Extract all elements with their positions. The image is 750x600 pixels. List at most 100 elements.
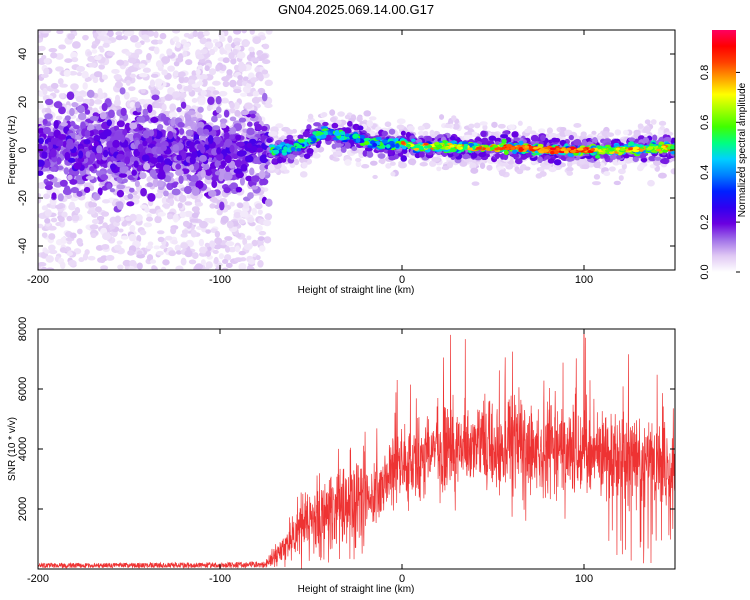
heatmap-cell	[175, 163, 182, 170]
heatmap-cell	[639, 153, 647, 159]
heatmap-cell	[165, 235, 173, 241]
heatmap-cell	[58, 106, 66, 115]
heatmap-cell	[179, 211, 186, 219]
heatmap-cell	[659, 125, 665, 131]
heatmap-cell	[130, 73, 137, 79]
heatmap-cell	[372, 174, 378, 180]
heatmap-cell	[366, 120, 374, 128]
heatmap-cell	[252, 90, 260, 97]
heatmap-cell	[172, 30, 181, 34]
heatmap-cell	[132, 198, 140, 205]
heatmap-cell	[234, 159, 242, 168]
heatmap-cell	[192, 30, 199, 38]
heatmap-cell	[138, 125, 144, 131]
heatmap-cell	[242, 76, 249, 81]
heatmap-cell	[142, 130, 151, 139]
heatmap-cell	[149, 79, 156, 88]
heatmap-cell	[189, 218, 199, 223]
heatmap-cell	[244, 102, 253, 110]
heatmap-cell	[51, 192, 57, 200]
heatmap-cell	[194, 263, 204, 270]
heatmap-cell	[268, 131, 278, 137]
heatmap-cell	[44, 218, 51, 224]
heatmap-cell	[188, 259, 197, 265]
heatmap-cell	[129, 101, 136, 108]
heatmap-cell	[247, 216, 255, 223]
heatmap-cell	[171, 239, 178, 245]
heatmap-cell	[209, 196, 218, 203]
heatmap-cell	[261, 92, 268, 102]
heatmap-cell	[400, 130, 406, 136]
heatmap-cell	[69, 232, 77, 239]
heatmap-cell	[61, 211, 68, 218]
heatmap-cell	[151, 94, 160, 101]
heatmap-cell	[236, 150, 246, 157]
heatmap-cell	[157, 236, 165, 243]
heatmap-cell	[216, 208, 223, 216]
heatmap-cell	[102, 149, 109, 158]
heatmap-cell	[642, 136, 650, 144]
heatmap-cell	[178, 71, 186, 78]
heatmap-cell	[125, 51, 132, 56]
heatmap-cell	[205, 250, 212, 257]
heatmap-cell	[153, 46, 160, 55]
heatmap-cell	[229, 107, 236, 114]
heatmap-cell	[38, 30, 42, 34]
heatmap-cell	[161, 56, 171, 64]
heatmap-cell	[58, 216, 65, 223]
heatmap-cell	[155, 162, 163, 169]
heatmap-cell	[82, 34, 89, 41]
heatmap-cell	[248, 259, 256, 265]
heatmap-cell	[86, 89, 95, 98]
heatmap-cell	[89, 115, 99, 121]
heatmap-cell	[160, 144, 167, 152]
heatmap-cell	[146, 216, 154, 222]
heatmap-cell	[142, 140, 148, 147]
heatmap-cell	[313, 147, 319, 153]
heatmap-cell	[196, 113, 203, 120]
heatmap-cell	[258, 73, 264, 82]
heatmap-cell	[306, 147, 314, 154]
heatmap-cell	[97, 88, 103, 96]
heatmap-cell	[113, 73, 122, 80]
heatmap-cell	[175, 265, 184, 270]
heatmap-cell	[71, 41, 81, 49]
heatmap-cell	[183, 76, 190, 83]
heatmap-cell	[146, 244, 154, 250]
heatmap-cell	[118, 228, 124, 233]
heatmap-cell	[166, 48, 173, 56]
heatmap-cell	[59, 93, 66, 99]
heatmap-cell	[199, 154, 207, 163]
heatmap-cell	[38, 137, 44, 144]
heatmap-cell	[106, 183, 112, 190]
heatmap-cell	[88, 185, 95, 191]
heatmap-cell	[264, 213, 273, 221]
heatmap-cell	[229, 201, 235, 207]
heatmap-cell	[112, 139, 120, 148]
heatmap-cell	[88, 62, 97, 68]
heatmap-cell	[407, 158, 417, 166]
heatmap-cell	[163, 165, 172, 173]
heatmap-cell	[301, 161, 308, 169]
heatmap-cell	[140, 187, 147, 197]
heatmap-cell	[245, 82, 252, 89]
heatmap-cell	[566, 170, 574, 176]
heatmap-cell	[229, 79, 237, 88]
heatmap-cell	[106, 119, 112, 127]
heatmap-cell	[255, 255, 261, 261]
heatmap-cell	[242, 40, 251, 46]
heatmap-cell	[224, 236, 233, 241]
heatmap-cell	[203, 128, 210, 135]
heatmap-cell	[246, 127, 255, 136]
heatmap-cell	[38, 144, 43, 151]
heatmap-cell	[150, 39, 160, 45]
heatmap-cell	[136, 115, 146, 123]
heatmap-cell	[419, 161, 428, 167]
heatmap-cell	[258, 230, 267, 236]
heatmap-cell	[567, 160, 573, 168]
heatmap-cell	[133, 160, 139, 168]
heatmap-cell	[559, 127, 567, 132]
heatmap-cell	[167, 65, 175, 72]
heatmap-cell	[250, 145, 258, 152]
heatmap-cell	[537, 156, 543, 164]
